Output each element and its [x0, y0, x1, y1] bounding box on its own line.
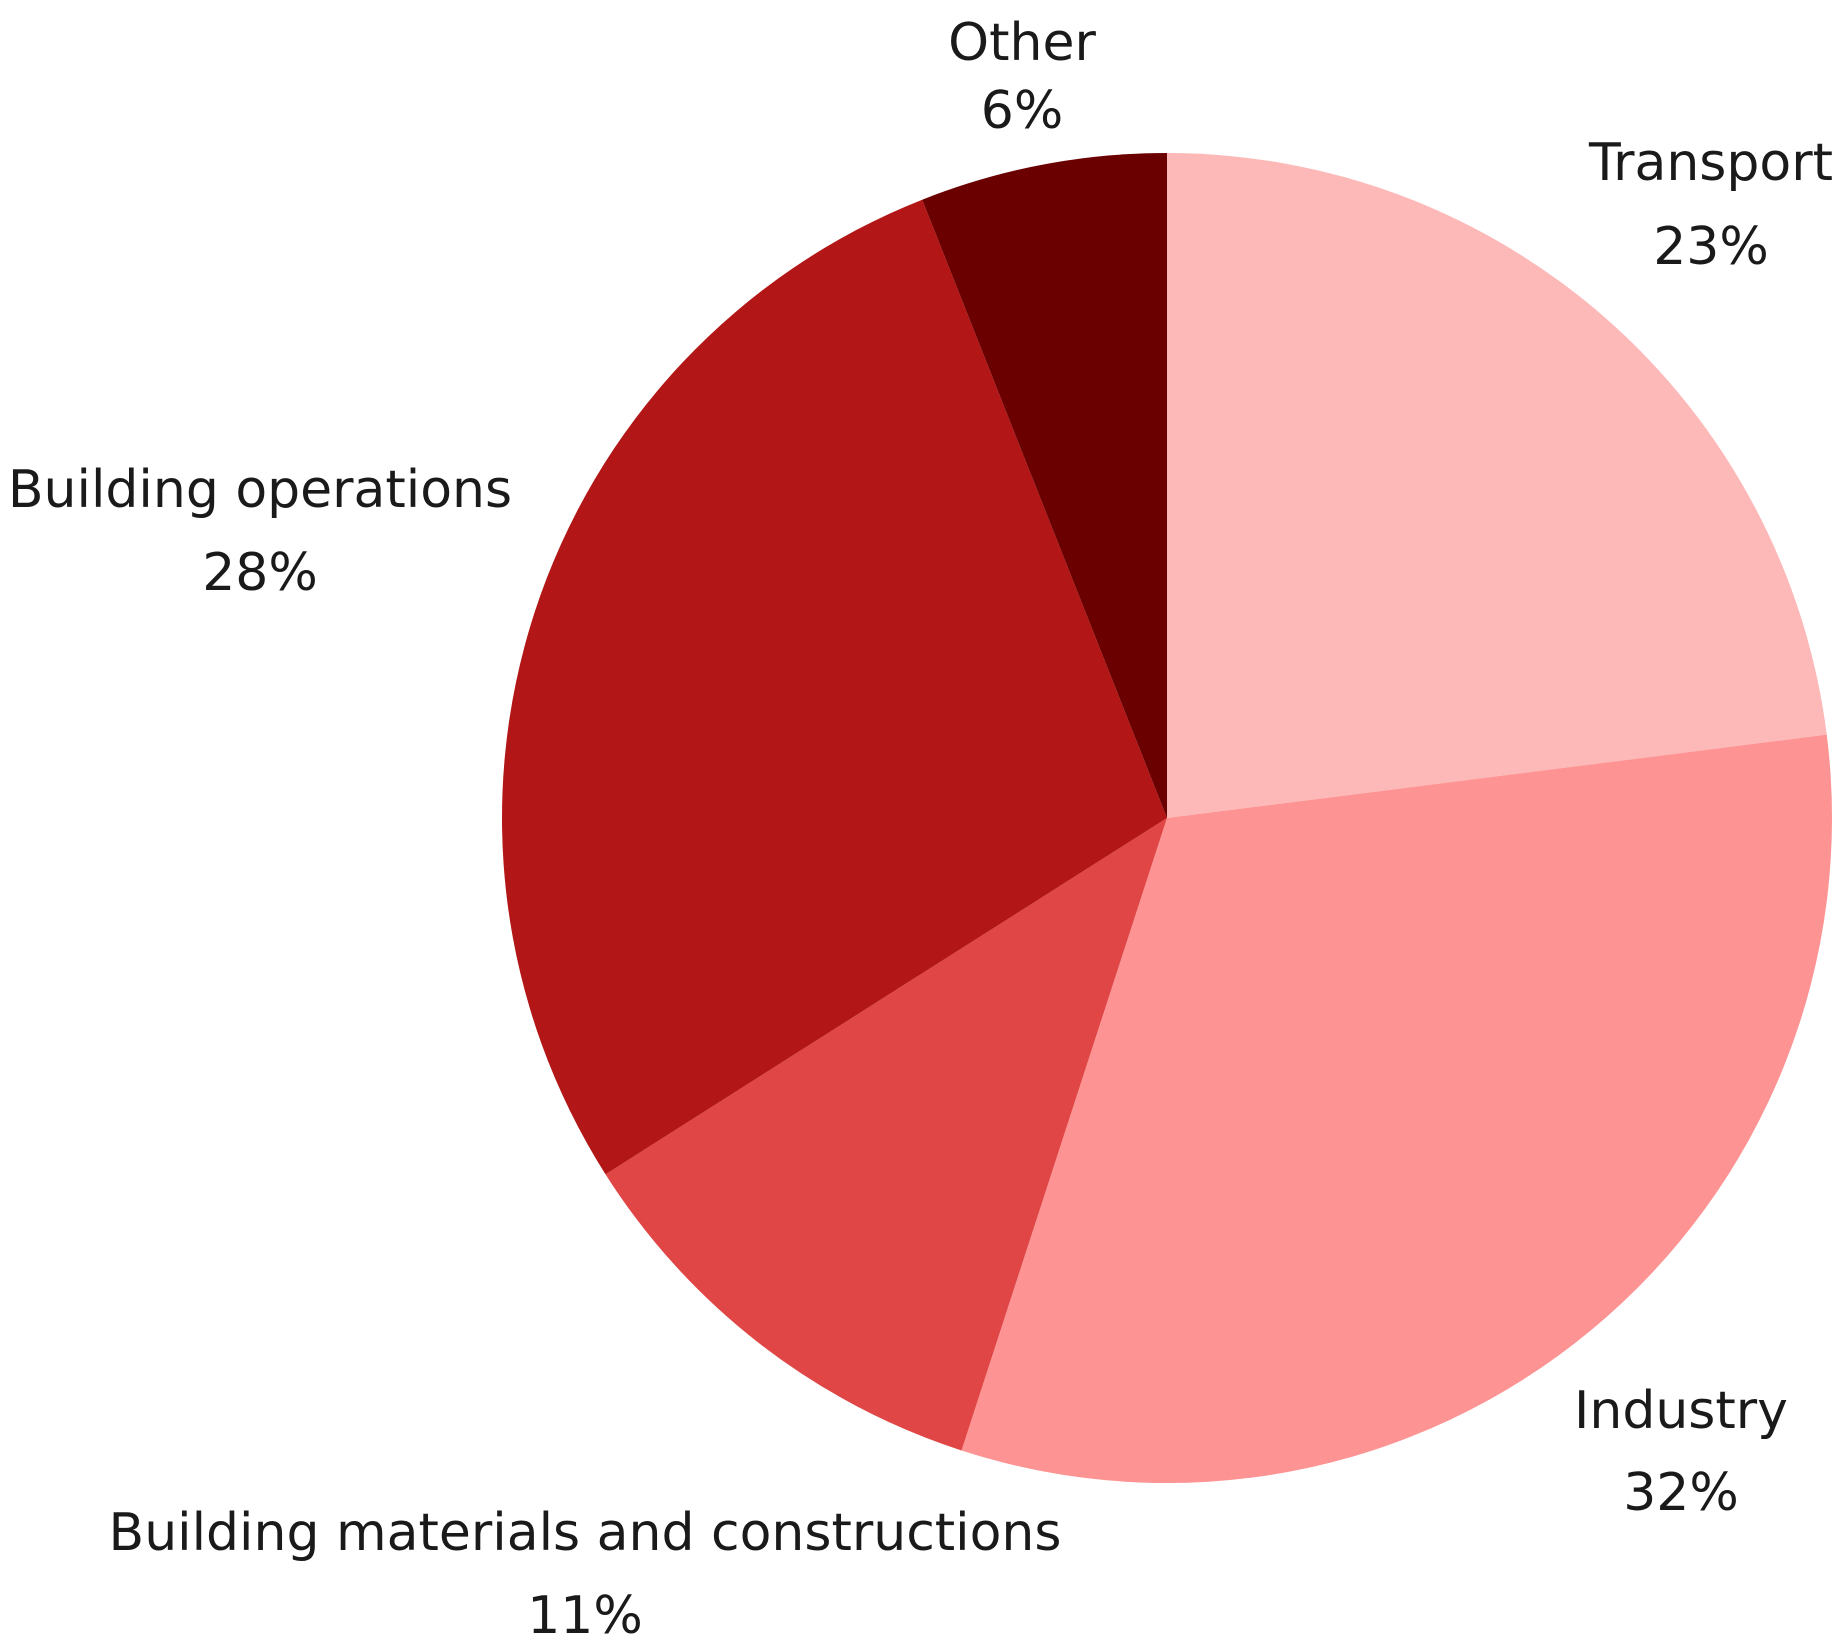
slice-label-industry: Industry: [1574, 1381, 1788, 1441]
pie-labels: Transport 23% Industry 32% Building mate…: [8, 13, 1833, 1646]
slice-value-other: 6%: [981, 81, 1064, 141]
pie-slice-other: [922, 153, 1167, 818]
pie-slice-transport: [1167, 153, 1827, 818]
slice-label-building-operations: Building operations: [8, 460, 512, 520]
pie-slices: [501, 153, 1832, 1483]
slice-value-transport: 23%: [1653, 217, 1769, 277]
pie-slice-building-materials-and-constructions: [605, 818, 1167, 1451]
slice-value-building-materials: 11%: [527, 1586, 643, 1646]
pie-slice-industry: [961, 734, 1832, 1483]
slice-label-transport: Transport: [1588, 133, 1833, 193]
slice-label-other: Other: [948, 13, 1096, 73]
slice-value-building-operations: 28%: [202, 543, 318, 603]
slice-value-industry: 32%: [1623, 1463, 1739, 1523]
slice-label-building-materials: Building materials and constructions: [109, 1503, 1062, 1563]
pie-slice-building-operations: [501, 199, 1168, 1175]
